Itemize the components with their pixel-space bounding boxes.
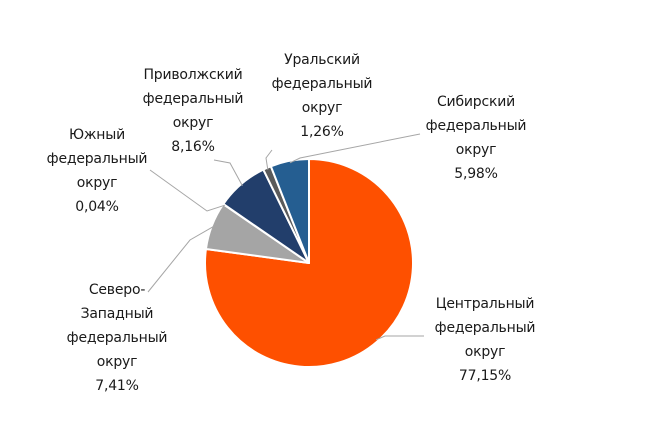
slice-value-label: 8,16%	[171, 139, 215, 155]
slice-label-line: Сибирский	[436, 94, 516, 110]
slice-label-central: Центральный федеральный округ 77,15%	[425, 292, 545, 388]
pie-slice	[204, 158, 414, 368]
leader-line	[147, 225, 215, 293]
slice-label-line: округ	[172, 115, 214, 131]
slice-label-line: округ	[301, 100, 343, 116]
slice-value-label: 1,26%	[300, 124, 344, 140]
slice-label-ural: Уральский федеральный округ 1,26%	[262, 48, 382, 144]
leader-line	[289, 133, 421, 164]
slice-label-line: федеральный	[66, 330, 168, 346]
pie-slice	[269, 158, 310, 264]
slice-label-line: округ	[464, 344, 506, 360]
slice-label-line: округ	[96, 354, 138, 370]
slice-label-line: Уральский	[284, 52, 360, 68]
slice-label-line: Центральный	[435, 296, 535, 312]
leader-line	[375, 335, 424, 341]
slice-label-line: федеральный	[434, 320, 536, 336]
slice-value-label: 5,98%	[454, 166, 498, 182]
slice-value-label: 7,41%	[95, 378, 139, 394]
leader-line	[149, 169, 226, 212]
slice-label-line: Северо-	[88, 282, 146, 298]
slice-label-siberia: Сибирский федеральный округ 5,98%	[416, 90, 536, 186]
leader-line	[265, 149, 273, 170]
leader-line	[213, 159, 243, 186]
slice-label-line: федеральный	[46, 151, 148, 167]
slice-label-line: федеральный	[425, 118, 527, 134]
slice-value-label: 77,15%	[458, 368, 512, 384]
slice-label-line: федеральный	[142, 91, 244, 107]
slice-label-line: Южный	[68, 127, 126, 143]
slice-value-label: 0,04%	[75, 199, 119, 215]
slice-label-south: Южный федеральный округ 0,04%	[42, 123, 152, 219]
slice-label-line: Западный	[80, 306, 154, 322]
slice-label-northwest: Северо- Западный федеральный округ 7,41%	[62, 278, 172, 398]
slice-label-line: Приволжский	[143, 67, 243, 83]
slice-label-volga: Приволжский федеральный округ 8,16%	[130, 63, 256, 159]
slice-label-line: федеральный	[271, 76, 373, 92]
slice-label-line: округ	[455, 142, 497, 158]
slice-label-line: округ	[76, 175, 118, 191]
